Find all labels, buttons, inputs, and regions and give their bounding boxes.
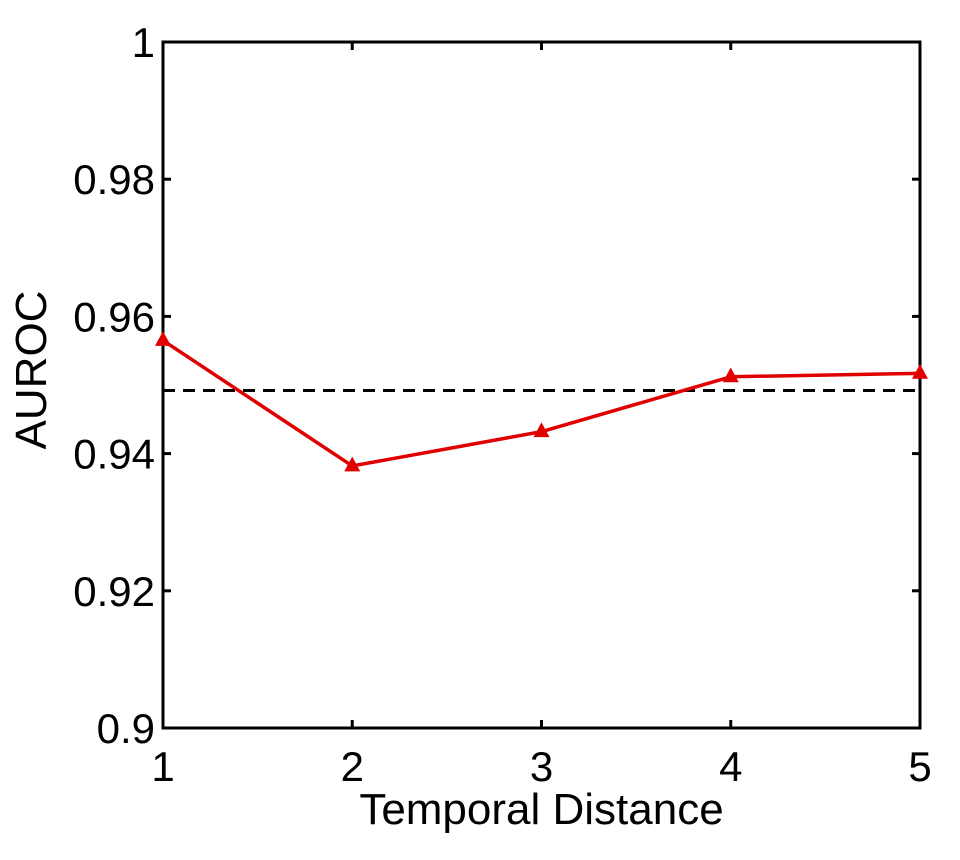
x-tick-label: 4 <box>719 743 742 790</box>
y-tick-label: 0.96 <box>73 293 155 340</box>
x-tick-label: 5 <box>908 743 931 790</box>
plot-frame <box>161 40 922 730</box>
data-point-marker <box>533 422 550 438</box>
x-axis-label: Temporal Distance <box>359 785 723 834</box>
series-line <box>162 338 921 468</box>
y-tick-label: 0.92 <box>73 568 155 615</box>
y-axis-label: AUROC <box>7 291 56 450</box>
x-tick-label: 3 <box>530 743 553 790</box>
data-point-marker <box>155 331 171 346</box>
data-point-marker <box>344 456 361 472</box>
data-point-marker <box>722 367 739 383</box>
x-tick-label: 1 <box>151 743 174 790</box>
y-tick-label: 0.9 <box>97 705 155 752</box>
data-point-marker <box>912 364 928 379</box>
y-tick-label: 0.98 <box>73 156 155 203</box>
y-tick-label: 1 <box>132 19 155 66</box>
x-tick-label: 2 <box>341 743 364 790</box>
y-tick-label: 0.94 <box>73 431 155 478</box>
